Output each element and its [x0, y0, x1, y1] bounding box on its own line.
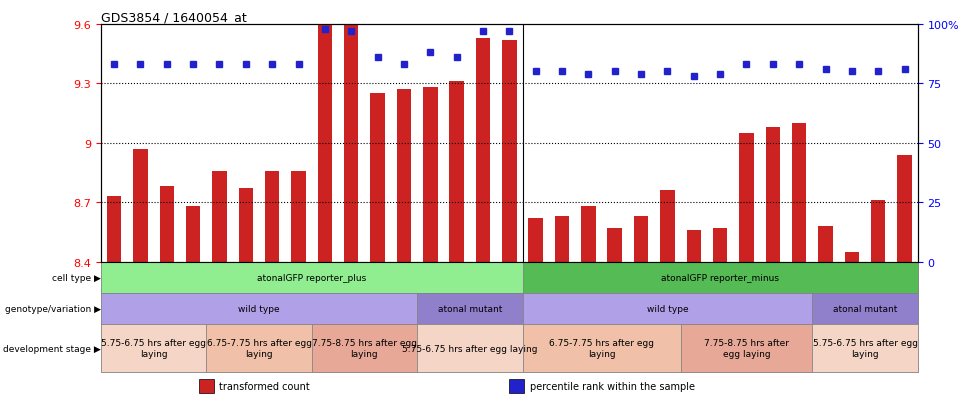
Text: development stage ▶: development stage ▶ [3, 344, 101, 353]
Bar [291, 171, 306, 262]
Text: atonal mutant: atonal mutant [833, 304, 898, 313]
Bar [713, 228, 727, 262]
Text: atonalGFP reporter_minus: atonalGFP reporter_minus [661, 273, 779, 282]
Text: wild type: wild type [647, 304, 688, 313]
Bar [318, 25, 333, 262]
Bar [311, 324, 417, 373]
Bar [660, 191, 675, 262]
Bar [898, 155, 912, 262]
Bar [238, 189, 253, 262]
Text: wild type: wild type [238, 304, 280, 313]
Text: GDS3854 / 1640054_at: GDS3854 / 1640054_at [101, 11, 247, 24]
Bar [739, 133, 753, 262]
Text: 7.75-8.75 hrs after egg
laying: 7.75-8.75 hrs after egg laying [312, 339, 417, 358]
Text: 7.75-8.75 hrs after
egg laying: 7.75-8.75 hrs after egg laying [704, 339, 789, 358]
Bar [581, 207, 596, 262]
Bar [812, 324, 918, 373]
Bar [185, 207, 201, 262]
Text: 6.75-7.75 hrs after egg
laying: 6.75-7.75 hrs after egg laying [549, 339, 654, 358]
Bar [101, 293, 417, 324]
Bar [529, 218, 543, 262]
Bar [207, 324, 311, 373]
Bar [423, 88, 437, 262]
Bar [450, 82, 464, 262]
Bar [523, 293, 812, 324]
Bar [845, 252, 859, 262]
Bar [160, 187, 174, 262]
Text: atonal mutant: atonal mutant [437, 304, 502, 313]
Bar [344, 25, 358, 262]
Text: 6.75-7.75 hrs after egg
laying: 6.75-7.75 hrs after egg laying [207, 339, 311, 358]
Bar [397, 90, 411, 262]
Text: transformed count: transformed count [219, 382, 310, 392]
Bar [680, 324, 812, 373]
Text: 5.75-6.75 hrs after egg
laying: 5.75-6.75 hrs after egg laying [813, 339, 918, 358]
Bar [812, 293, 918, 324]
Bar [265, 171, 280, 262]
Bar [607, 228, 622, 262]
Bar [417, 293, 523, 324]
Bar [554, 217, 569, 262]
Text: cell type ▶: cell type ▶ [52, 273, 101, 282]
Text: 5.75-6.75 hrs after egg
laying: 5.75-6.75 hrs after egg laying [101, 339, 206, 358]
Bar [634, 217, 649, 262]
Text: percentile rank within the sample: percentile rank within the sample [530, 382, 695, 392]
Bar [792, 123, 806, 262]
Text: 5.75-6.75 hrs after egg laying: 5.75-6.75 hrs after egg laying [402, 344, 537, 353]
Bar [523, 324, 680, 373]
Bar [523, 262, 918, 293]
Bar [107, 197, 121, 262]
Bar [476, 39, 490, 262]
Bar [686, 230, 701, 262]
Bar [509, 380, 524, 394]
Bar [417, 324, 523, 373]
Bar [134, 150, 148, 262]
Bar [101, 262, 523, 293]
Bar [766, 128, 780, 262]
Bar [370, 94, 384, 262]
Bar [818, 227, 833, 262]
Bar [199, 380, 213, 394]
Bar [871, 201, 885, 262]
Bar [212, 171, 227, 262]
Bar [101, 324, 207, 373]
Text: atonalGFP reporter_plus: atonalGFP reporter_plus [258, 273, 366, 282]
Text: genotype/variation ▶: genotype/variation ▶ [5, 304, 101, 313]
Bar [502, 40, 517, 262]
